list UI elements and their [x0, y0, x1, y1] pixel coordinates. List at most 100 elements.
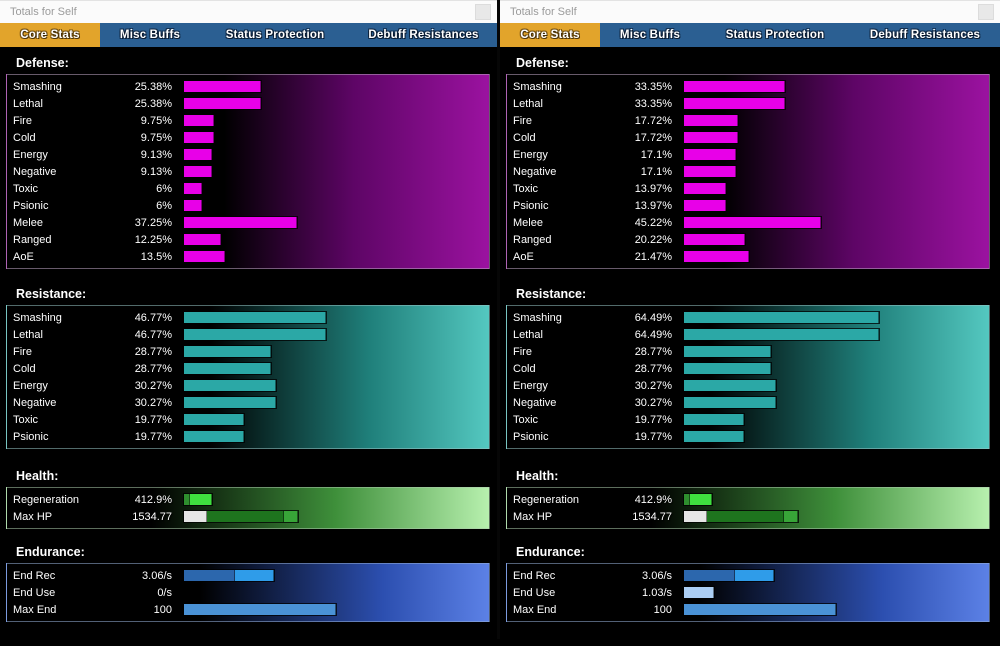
bar-segment [684, 380, 776, 391]
window-titlebar[interactable]: Totals for Self [0, 0, 497, 23]
stat-row: Regeneration 412.9% [507, 491, 989, 508]
stat-row: AoE 13.5% [7, 248, 489, 265]
tab-bar: Core Stats Misc Buffs Status Protection Deb… [0, 23, 497, 47]
bar-segment [184, 329, 326, 340]
stat-bar [683, 343, 772, 360]
bar-segment [684, 431, 744, 442]
tab-status-protection[interactable]: Status Protection [225, 29, 325, 41]
tab-core-stats[interactable]: Core Stats [0, 23, 100, 47]
titlebar-button-icon[interactable] [475, 4, 491, 20]
bar-segment [184, 217, 297, 228]
bar-segment [684, 414, 744, 425]
tab-debuff-resistances[interactable]: Debuff Resistances [368, 29, 479, 41]
window-content: Defense: Smashing 25.38% Lethal 25.38% Fire 9.… [0, 54, 497, 646]
stat-bar [683, 163, 737, 180]
stat-row: Psionic 19.77% [507, 428, 989, 445]
stat-label: AoE [13, 250, 34, 263]
health-header: Health: [16, 469, 59, 483]
tab-misc-buffs[interactable]: Misc Buffs [119, 29, 181, 41]
stat-bar [683, 584, 715, 601]
stat-bar [183, 112, 215, 129]
stat-row: Regeneration 412.9% [7, 491, 489, 508]
stat-label: Psionic [13, 430, 49, 443]
stat-value: 28.77% [134, 345, 172, 358]
stat-value: 30.27% [634, 396, 672, 409]
stat-row: Psionic 6% [7, 197, 489, 214]
stat-value: 17.72% [634, 131, 672, 144]
bar-segment [184, 234, 221, 245]
stat-label: Ranged [513, 233, 552, 246]
stat-bar [183, 567, 275, 584]
health-header: Health: [516, 469, 559, 483]
stat-bar [683, 214, 822, 231]
defense-panel: Smashing 33.35% Lethal 33.35% Fire 17.72% Cold… [506, 74, 990, 269]
stat-bar [183, 129, 215, 146]
stat-row: End Use 1.03/s [507, 584, 989, 601]
stat-value: 19.77% [134, 413, 172, 426]
window-content: Defense: Smashing 33.35% Lethal 33.35% Fire 17… [500, 54, 1000, 646]
bar-segment [184, 511, 207, 522]
tab-status-protection[interactable]: Status Protection [725, 29, 825, 41]
stat-bar [183, 309, 327, 326]
bar-segment [684, 511, 707, 522]
stat-row: Max HP 1534.77 [7, 508, 489, 525]
bar-segment [684, 115, 738, 126]
bar-segment [684, 98, 785, 109]
stat-value: 30.27% [634, 379, 672, 392]
stat-value: 46.77% [134, 311, 172, 324]
stat-bar [183, 377, 277, 394]
stat-bar [683, 394, 777, 411]
tab-debuff-resistances[interactable]: Debuff Resistances [869, 29, 981, 41]
stat-label: Fire [13, 345, 32, 358]
bar-segment [707, 511, 784, 522]
stat-label: Psionic [513, 430, 549, 443]
stat-value: 412.9% [634, 493, 672, 506]
window-title: Totals for Self [510, 6, 577, 18]
bar-segment [184, 81, 261, 92]
bar-segment [184, 570, 235, 581]
stat-label: Lethal [13, 328, 43, 341]
stat-value: 12.25% [134, 233, 172, 246]
stat-label: Fire [13, 114, 32, 127]
titlebar-button-icon[interactable] [978, 4, 994, 20]
stat-row: Psionic 19.77% [7, 428, 489, 445]
stat-value: 30.27% [134, 396, 172, 409]
bar-segment [184, 414, 244, 425]
stat-label: Toxic [513, 182, 539, 195]
bar-segment [184, 431, 244, 442]
stat-bar [683, 508, 799, 525]
stat-row: Max End 100 [7, 601, 489, 618]
stat-bar [683, 567, 775, 584]
stat-row: Fire 17.72% [507, 112, 989, 129]
stat-label: End Use [513, 586, 556, 599]
window-titlebar[interactable]: Totals for Self [500, 0, 1000, 23]
bar-segment [684, 251, 749, 262]
stat-value: 13.5% [140, 250, 172, 263]
stat-value: 21.47% [634, 250, 672, 263]
stat-row: Negative 30.27% [507, 394, 989, 411]
stat-value: 37.25% [134, 216, 172, 229]
bar-segment [184, 604, 336, 615]
stat-label: Regeneration [513, 493, 580, 506]
totals-window-right: Totals for Self Core Stats Misc Buffs Stat… [500, 0, 1000, 646]
defense-section: Defense: Smashing 25.38% Lethal 25.38% Fire 9.… [0, 54, 497, 269]
tab-misc-buffs[interactable]: Misc Buffs [619, 29, 681, 41]
stat-label: Cold [13, 131, 36, 144]
bar-segment [235, 570, 274, 581]
bar-segment [684, 81, 785, 92]
stat-value: 3.06/s [142, 569, 172, 582]
stat-bar [183, 78, 262, 95]
stat-value: 9.75% [140, 114, 172, 127]
stat-bar [683, 197, 727, 214]
stat-row: Cold 17.72% [507, 129, 989, 146]
stat-bar [683, 78, 786, 95]
defense-header: Defense: [516, 56, 569, 70]
bar-segment [690, 494, 712, 505]
stat-label: Max HP [13, 510, 53, 523]
stat-row: End Rec 3.06/s [7, 567, 489, 584]
stat-row: Energy 30.27% [507, 377, 989, 394]
stat-label: End Use [13, 586, 56, 599]
stat-label: Ranged [13, 233, 52, 246]
health-panel: Regeneration 412.9% Max HP 1534.77 [6, 487, 490, 529]
tab-core-stats[interactable]: Core Stats [500, 23, 600, 47]
